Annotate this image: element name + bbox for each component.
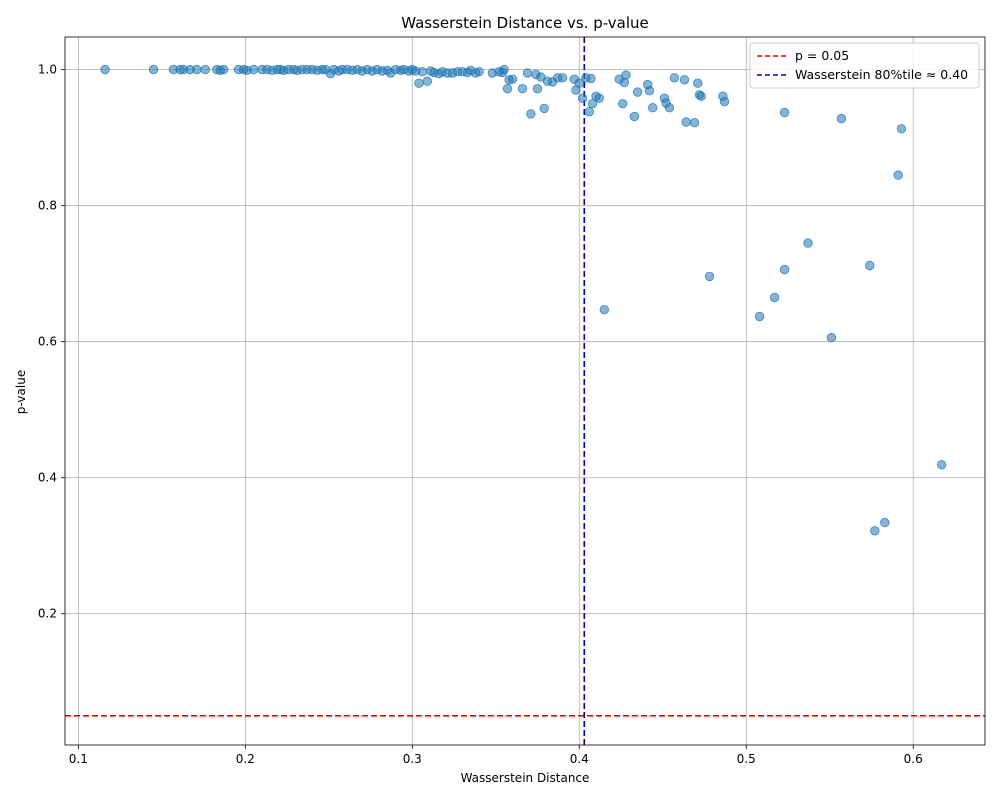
data-point <box>526 109 536 119</box>
data-point <box>681 117 691 127</box>
data-point <box>474 66 484 77</box>
data-point <box>599 305 610 315</box>
data-point <box>779 107 790 118</box>
data-point <box>522 68 533 78</box>
chart-title: Wasserstein Distance vs. p-value <box>401 14 649 32</box>
data-point <box>584 107 595 117</box>
data-point <box>865 260 875 271</box>
data-point <box>517 83 528 94</box>
data-point <box>574 78 585 88</box>
data-point <box>719 96 730 107</box>
legend-box <box>749 42 980 89</box>
data-point <box>803 238 813 248</box>
data-point <box>689 117 700 128</box>
data-point <box>557 73 568 83</box>
data-point <box>539 103 549 114</box>
x-tick-label: 0.5 <box>737 752 756 766</box>
data-point <box>644 85 655 96</box>
data-point <box>100 64 110 75</box>
data-point <box>826 332 837 343</box>
data-point <box>836 113 847 124</box>
data-point <box>499 64 509 75</box>
data-point <box>870 526 880 536</box>
data-point <box>148 64 159 75</box>
data-point <box>696 91 706 101</box>
data-point <box>414 78 424 88</box>
data-point <box>594 93 605 103</box>
data-point <box>648 102 658 113</box>
data-point <box>754 311 765 322</box>
x-tick-label: 0.4 <box>570 752 589 766</box>
data-point <box>586 73 596 84</box>
y-tick-label: 1.0 <box>38 63 57 77</box>
reference-lines <box>65 37 985 745</box>
axis-ticks: 0.1 0.2 0.3 0.4 0.5 0.6 0.2 0.4 0.6 0.8 1.0 <box>38 63 923 766</box>
legend-label-wasserstein-line: Wasserstein 80%tile ≈ 0.40 <box>795 67 968 82</box>
legend: p = 0.05 Wasserstein 80%tile ≈ 0.40 <box>749 42 980 89</box>
data-point <box>200 64 211 75</box>
data-point <box>629 111 640 122</box>
data-point <box>618 98 628 109</box>
data-point <box>532 83 543 94</box>
legend-label-pvalue-line: p = 0.05 <box>795 48 849 63</box>
data-point <box>704 271 715 282</box>
data-point <box>507 74 518 84</box>
data-point <box>669 73 680 83</box>
data-point <box>664 102 675 113</box>
data-point <box>621 70 631 80</box>
y-tick-label: 0.8 <box>38 199 57 213</box>
plot-frame <box>64 36 986 746</box>
data-point <box>679 75 690 85</box>
data-point <box>633 87 643 97</box>
data-point <box>417 66 428 77</box>
data-point <box>192 64 202 75</box>
data-point <box>248 64 259 75</box>
data-point <box>893 170 903 180</box>
data-points <box>100 64 947 536</box>
data-point <box>502 83 513 94</box>
x-tick-label: 0.1 <box>69 752 88 766</box>
x-tick-label: 0.6 <box>904 752 923 766</box>
x-axis-label: Wasserstein Distance <box>461 771 590 785</box>
x-tick-label: 0.2 <box>236 752 255 766</box>
y-tick-label: 0.6 <box>38 335 57 349</box>
data-point <box>936 460 947 470</box>
data-point <box>536 72 546 82</box>
data-point <box>769 292 780 303</box>
data-point <box>422 76 433 86</box>
data-point <box>779 264 790 275</box>
x-tick-label: 0.3 <box>403 752 422 766</box>
data-point <box>880 517 890 528</box>
y-axis-label: p-value <box>14 370 28 414</box>
y-tick-label: 0.2 <box>38 607 57 621</box>
data-point <box>693 78 703 88</box>
data-point <box>218 64 229 75</box>
y-tick-label: 0.4 <box>38 471 57 485</box>
data-point <box>896 124 907 134</box>
data-point <box>577 93 588 103</box>
